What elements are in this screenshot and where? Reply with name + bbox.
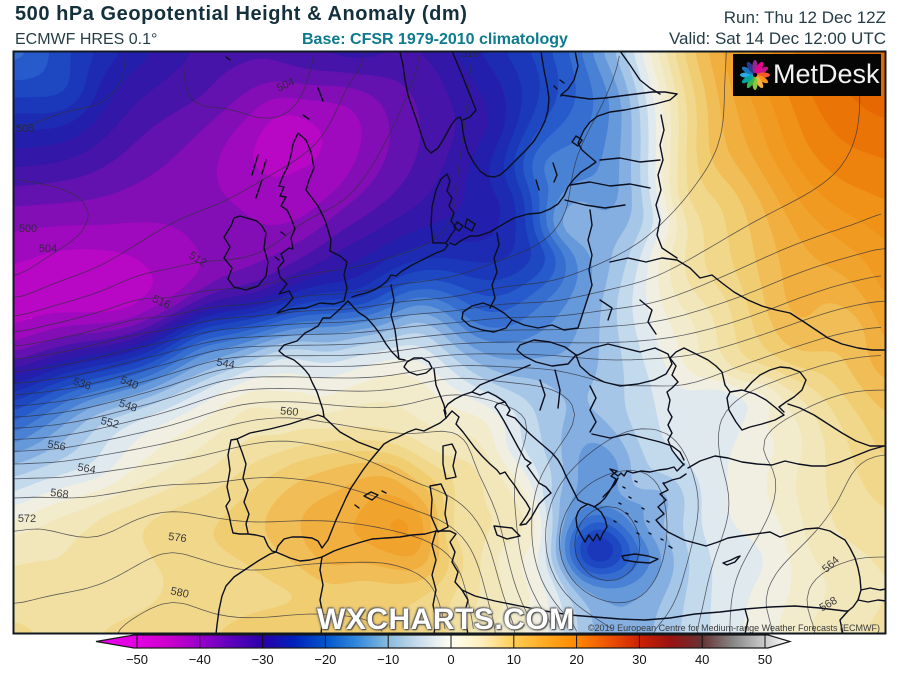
svg-text:30: 30 [632, 652, 646, 667]
svg-text:500: 500 [19, 223, 37, 235]
svg-text:556: 556 [46, 439, 66, 454]
svg-text:−40: −40 [189, 652, 211, 667]
svg-text:−10: −10 [377, 652, 399, 667]
svg-text:536: 536 [71, 376, 92, 393]
svg-text:580: 580 [169, 585, 189, 601]
svg-text:572: 572 [18, 513, 36, 525]
svg-text:552: 552 [99, 415, 120, 431]
svg-text:576: 576 [167, 531, 187, 545]
svg-text:10: 10 [507, 652, 521, 667]
svg-text:−30: −30 [252, 652, 274, 667]
svg-text:564: 564 [76, 462, 96, 477]
svg-text:560: 560 [280, 405, 299, 419]
svg-text:MetDesk: MetDesk [773, 59, 880, 89]
svg-text:504: 504 [39, 243, 57, 255]
svg-text:516: 516 [461, 48, 479, 60]
svg-text:544: 544 [215, 357, 235, 372]
svg-text:0: 0 [447, 652, 454, 667]
svg-text:40: 40 [695, 652, 709, 667]
svg-text:50: 50 [758, 652, 772, 667]
svg-text:508: 508 [16, 123, 34, 135]
svg-text:−20: −20 [314, 652, 336, 667]
svg-text:568: 568 [49, 487, 69, 501]
svg-text:548: 548 [117, 398, 138, 415]
svg-text:20: 20 [569, 652, 583, 667]
svg-text:−50: −50 [126, 652, 148, 667]
